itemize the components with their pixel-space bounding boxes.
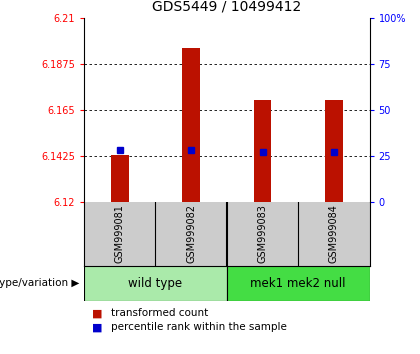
Text: GSM999082: GSM999082 (186, 204, 196, 263)
Bar (227, 266, 370, 301)
Bar (325, 99, 343, 202)
Bar (182, 48, 200, 202)
Text: genotype/variation ▶: genotype/variation ▶ (0, 278, 80, 288)
Text: GSM999081: GSM999081 (115, 204, 125, 263)
Text: ■: ■ (92, 322, 103, 332)
Bar (84, 266, 227, 301)
Bar (254, 99, 271, 202)
Text: wild type: wild type (129, 277, 182, 290)
Bar (111, 155, 129, 202)
Title: GDS5449 / 10499412: GDS5449 / 10499412 (152, 0, 302, 14)
Text: GSM999084: GSM999084 (329, 204, 339, 263)
Text: ■: ■ (92, 308, 103, 318)
Text: percentile rank within the sample: percentile rank within the sample (111, 322, 287, 332)
Text: mek1 mek2 null: mek1 mek2 null (250, 277, 346, 290)
Text: transformed count: transformed count (111, 308, 209, 318)
Text: GSM999083: GSM999083 (257, 204, 268, 263)
